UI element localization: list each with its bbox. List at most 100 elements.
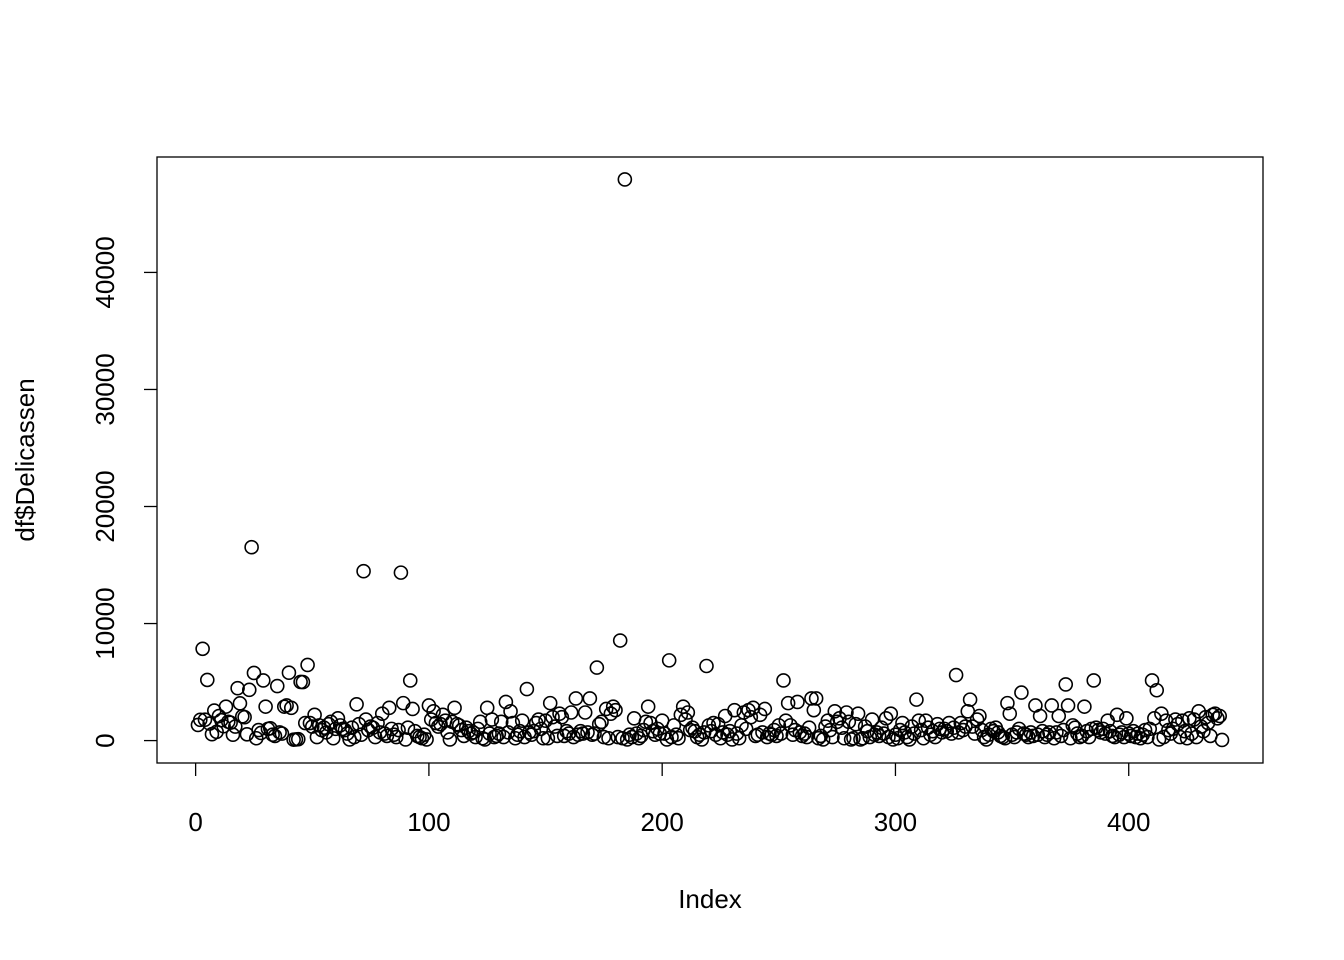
point [820,713,836,728]
point [325,730,341,746]
point [274,726,290,741]
point [913,722,929,738]
point [1184,726,1200,741]
point [631,730,647,746]
point [456,728,472,744]
point [773,726,789,741]
point [598,701,614,717]
point [337,722,353,738]
point [552,706,567,721]
point [895,715,910,731]
point [442,732,458,747]
point [300,657,315,673]
point [447,700,462,716]
point [801,720,817,736]
point [601,730,616,746]
point [554,709,570,725]
point [232,696,248,711]
point [281,665,297,681]
point [237,709,252,725]
point [295,674,311,690]
point [297,715,313,731]
point [1214,732,1230,748]
point [199,672,215,688]
point [1014,685,1029,700]
point [400,720,416,736]
point [680,705,696,720]
point [671,730,686,746]
point [563,705,579,720]
point [510,727,525,743]
point [743,709,759,725]
x-tick-label: 300 [874,807,917,837]
y-tick-label: 10000 [90,587,120,659]
point [1049,725,1064,740]
point [911,713,927,728]
point [482,726,497,741]
point [484,712,500,727]
point [349,697,364,712]
point [542,695,558,711]
point [839,705,854,720]
point [825,729,840,745]
point [888,727,903,743]
point [850,706,866,721]
point [587,726,602,741]
point [605,699,621,714]
point [622,727,637,743]
y-tick-label: 40000 [90,236,120,308]
point [717,708,733,724]
point [533,721,549,737]
point [1058,677,1074,692]
point [673,707,689,723]
point [545,709,560,725]
point [514,713,530,728]
point [253,725,269,741]
point [197,712,213,727]
plot-frame [156,156,1264,764]
point [1077,699,1092,714]
point [582,691,598,706]
point [783,718,798,733]
y-tick-label: 30000 [90,353,120,425]
point [806,702,822,718]
point [1175,713,1190,728]
point [248,730,264,746]
point [258,699,273,714]
point [972,708,987,724]
point [1133,730,1148,746]
point [906,726,922,741]
point [388,729,404,745]
point [755,725,770,740]
point [591,716,607,732]
y-tick-label: 0 [90,733,120,747]
point [608,702,623,718]
point [909,692,924,707]
point [241,682,257,698]
x-tick-label: 400 [1107,807,1150,837]
point [1039,727,1055,743]
point [603,706,619,721]
point [997,730,1013,746]
point [920,720,936,736]
point [668,727,684,743]
point [967,726,983,741]
point [694,732,710,747]
point [776,673,791,688]
point [519,681,535,697]
point [1065,718,1081,733]
point [1074,728,1090,744]
point [577,705,593,720]
point [589,660,605,675]
point [1119,711,1134,726]
point [778,713,794,728]
point [391,722,406,738]
point [367,729,383,745]
point [419,732,434,747]
point [346,729,362,745]
point [531,712,546,727]
point [1032,708,1048,724]
point [213,712,229,728]
point [468,729,483,745]
